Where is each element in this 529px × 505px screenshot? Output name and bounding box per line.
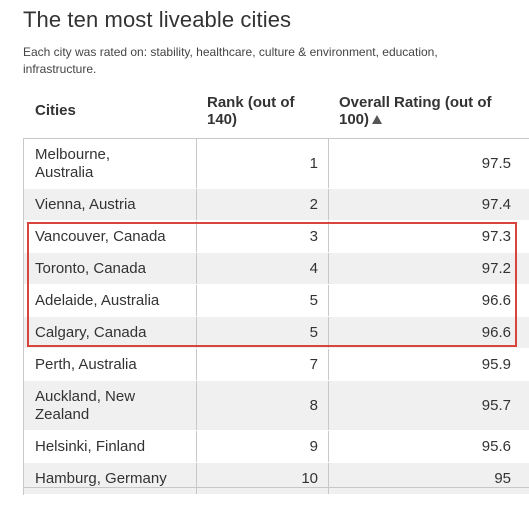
cell-city: Vancouver, Canada bbox=[35, 228, 166, 245]
table-row: Toronto, Canada 4 97.2 bbox=[24, 253, 529, 285]
cell-city: Melbourne, Australia bbox=[35, 146, 111, 181]
cell-rank: 1 bbox=[196, 139, 328, 188]
table-row: Auckland, New Zealand 8 95.7 bbox=[24, 381, 529, 431]
cell-rank: 5 bbox=[196, 285, 328, 316]
cell-rating: 95.7 bbox=[328, 381, 529, 430]
column-header-rank[interactable]: Rank (out of 140) bbox=[207, 94, 295, 128]
column-header-rank-label: Rank (out of 140) bbox=[207, 94, 295, 128]
cell-rating: 96.6 bbox=[328, 317, 529, 348]
cell-rating: 97.4 bbox=[328, 189, 529, 220]
table-body: Melbourne, Australia 1 97.5 Vienna, Austria 2… bbox=[23, 138, 529, 495]
table-bottom-border bbox=[23, 487, 529, 488]
table-row: Calgary, Canada 5 96.6 bbox=[24, 317, 529, 349]
cell-rank: 3 bbox=[196, 221, 328, 252]
cell-city: Adelaide, Australia bbox=[35, 292, 160, 309]
cell-rating: 97.3 bbox=[328, 221, 529, 252]
cell-rating: 96.6 bbox=[328, 285, 529, 316]
cell-city: Toronto, Canada bbox=[35, 260, 146, 277]
column-header-cities-label: Cities bbox=[35, 102, 76, 119]
cell-city: Auckland, New Zealand bbox=[35, 388, 136, 423]
table-row: Perth, Australia 7 95.9 bbox=[24, 349, 529, 381]
table-row: Helsinki, Finland 9 95.6 bbox=[24, 431, 529, 463]
cell-city: Vienna, Austria bbox=[35, 196, 136, 213]
table-row: Adelaide, Australia 5 96.6 bbox=[24, 285, 529, 317]
column-header-cities[interactable]: Cities bbox=[35, 102, 76, 119]
cell-rank: 8 bbox=[196, 381, 328, 430]
cell-rating: 97.2 bbox=[328, 253, 529, 284]
cell-rating: 97.5 bbox=[328, 139, 529, 188]
page-subtitle: Each city was rated on: stability, healt… bbox=[23, 45, 438, 76]
table-row: Hamburg, Germany 10 95 bbox=[24, 463, 529, 495]
table-row: Melbourne, Australia 1 97.5 bbox=[24, 139, 529, 189]
cell-city: Perth, Australia bbox=[35, 356, 137, 373]
table-row: Vienna, Austria 2 97.4 bbox=[24, 189, 529, 221]
cell-rating: 95 bbox=[328, 463, 529, 494]
cell-rank: 5 bbox=[196, 317, 328, 348]
cell-rating: 95.6 bbox=[328, 431, 529, 462]
sort-ascending-icon[interactable] bbox=[372, 115, 383, 124]
column-header-rating-label: Overall Rating (out of 100) bbox=[339, 94, 492, 128]
cell-rank: 10 bbox=[196, 463, 328, 494]
table-row: Vancouver, Canada 3 97.3 bbox=[24, 221, 529, 253]
cell-city: Helsinki, Finland bbox=[35, 438, 146, 455]
cell-city: Hamburg, Germany bbox=[35, 470, 167, 487]
cell-rank: 9 bbox=[196, 431, 328, 462]
cell-rating: 95.9 bbox=[328, 349, 529, 380]
cell-rank: 7 bbox=[196, 349, 328, 380]
cell-rank: 4 bbox=[196, 253, 328, 284]
table-header: Cities Rank (out of 140) Overall Rating (… bbox=[23, 90, 529, 138]
cell-rank: 2 bbox=[196, 189, 328, 220]
cell-city: Calgary, Canada bbox=[35, 324, 147, 341]
page-title: The ten most liveable cities bbox=[23, 7, 292, 32]
cities-table: Cities Rank (out of 140) Overall Rating (… bbox=[23, 90, 529, 495]
column-header-rating[interactable]: Overall Rating (out of 100) bbox=[339, 94, 492, 128]
